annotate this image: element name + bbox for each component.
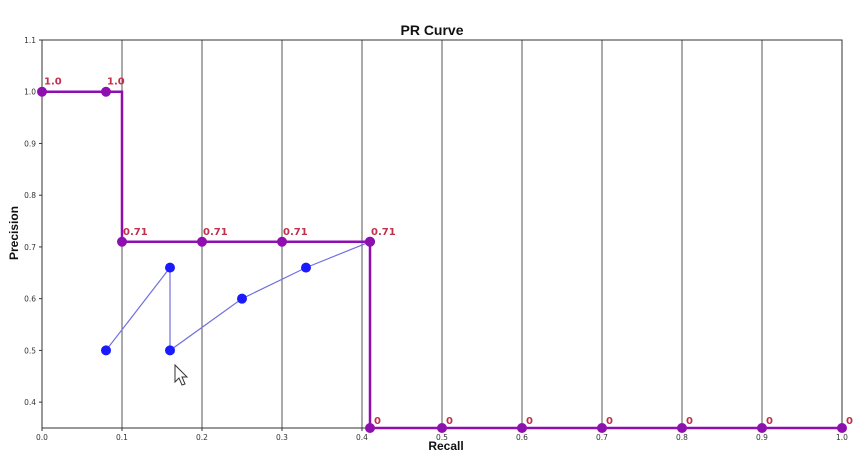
- point-label: 0.71: [283, 227, 308, 238]
- point-label: 0: [686, 416, 693, 427]
- data-point: [301, 262, 311, 273]
- point-labels: 1.0 1.0 0.71 0.71 0.71 0.71 0 0 0 0 0 0 0: [44, 77, 853, 427]
- point-label: 0.71: [203, 227, 228, 238]
- x-tick-label: 0.0: [36, 433, 48, 442]
- point-label: 1.0: [107, 77, 125, 88]
- series-line: [105, 241, 371, 352]
- series-0: [101, 236, 375, 356]
- point-label: 0: [374, 416, 381, 427]
- series-line: [42, 90, 842, 430]
- x-tick-label: 0.8: [676, 433, 688, 442]
- x-tick-label: 0.3: [276, 433, 288, 442]
- y-tick-label: 0.5: [24, 346, 36, 355]
- grid-lines: [41, 40, 843, 428]
- point-label: 0.71: [123, 227, 148, 238]
- x-tick-label: 0.4: [356, 433, 368, 442]
- data-point: [101, 86, 111, 97]
- x-tick-label: 0.7: [596, 433, 608, 442]
- data-point: [165, 262, 175, 273]
- x-tick-label: 0.6: [516, 433, 528, 442]
- data-point: [37, 86, 47, 97]
- data-point: [277, 236, 287, 247]
- y-axis-label: Precision: [7, 206, 21, 260]
- data-point: [237, 293, 247, 304]
- y-tick-label: 1.1: [24, 36, 36, 45]
- y-tick-label: 0.6: [24, 295, 36, 304]
- data-point: [365, 423, 375, 433]
- mouse-pointer-icon: [174, 363, 189, 386]
- data-point: [757, 423, 767, 433]
- series-1: [37, 86, 847, 433]
- chart-title: PR Curve: [400, 22, 463, 38]
- x-axis-label: Recall: [428, 439, 463, 453]
- x-tick-label: 0.1: [116, 433, 128, 442]
- data-point: [437, 423, 447, 433]
- y-tick-label: 0.9: [24, 139, 36, 148]
- point-label: 0: [446, 416, 453, 427]
- point-label: 0: [526, 416, 533, 427]
- x-tick-label: 1.0: [836, 433, 848, 442]
- data-point: [677, 423, 687, 433]
- point-label: 0.71: [371, 227, 396, 238]
- x-tick-label: 0.2: [196, 433, 208, 442]
- data-point: [117, 236, 127, 247]
- data-point: [197, 236, 207, 247]
- data-point: [165, 345, 175, 356]
- series-layer: [37, 86, 847, 433]
- data-point: [365, 236, 375, 247]
- x-tick-label: 0.9: [756, 433, 768, 442]
- point-label: 0: [846, 416, 853, 427]
- point-label: 1.0: [44, 77, 62, 88]
- point-label: 0: [606, 416, 613, 427]
- data-point: [517, 423, 527, 433]
- axes: 0.0 0.1 0.2 0.3 0.4 0.5 0.6 0.7 0.8 0.9 1.0 0.4 0.5 0…: [24, 36, 848, 442]
- x-tick-label: 0.5: [436, 433, 448, 442]
- y-tick-label: 0.4: [24, 398, 36, 407]
- data-point: [597, 423, 607, 433]
- y-tick-label: 0.7: [24, 243, 36, 252]
- data-point: [837, 423, 847, 433]
- y-tick-label: 0.8: [24, 191, 36, 200]
- y-tick-label: 1.0: [24, 88, 36, 97]
- point-label: 0: [766, 416, 773, 427]
- data-point: [101, 345, 111, 356]
